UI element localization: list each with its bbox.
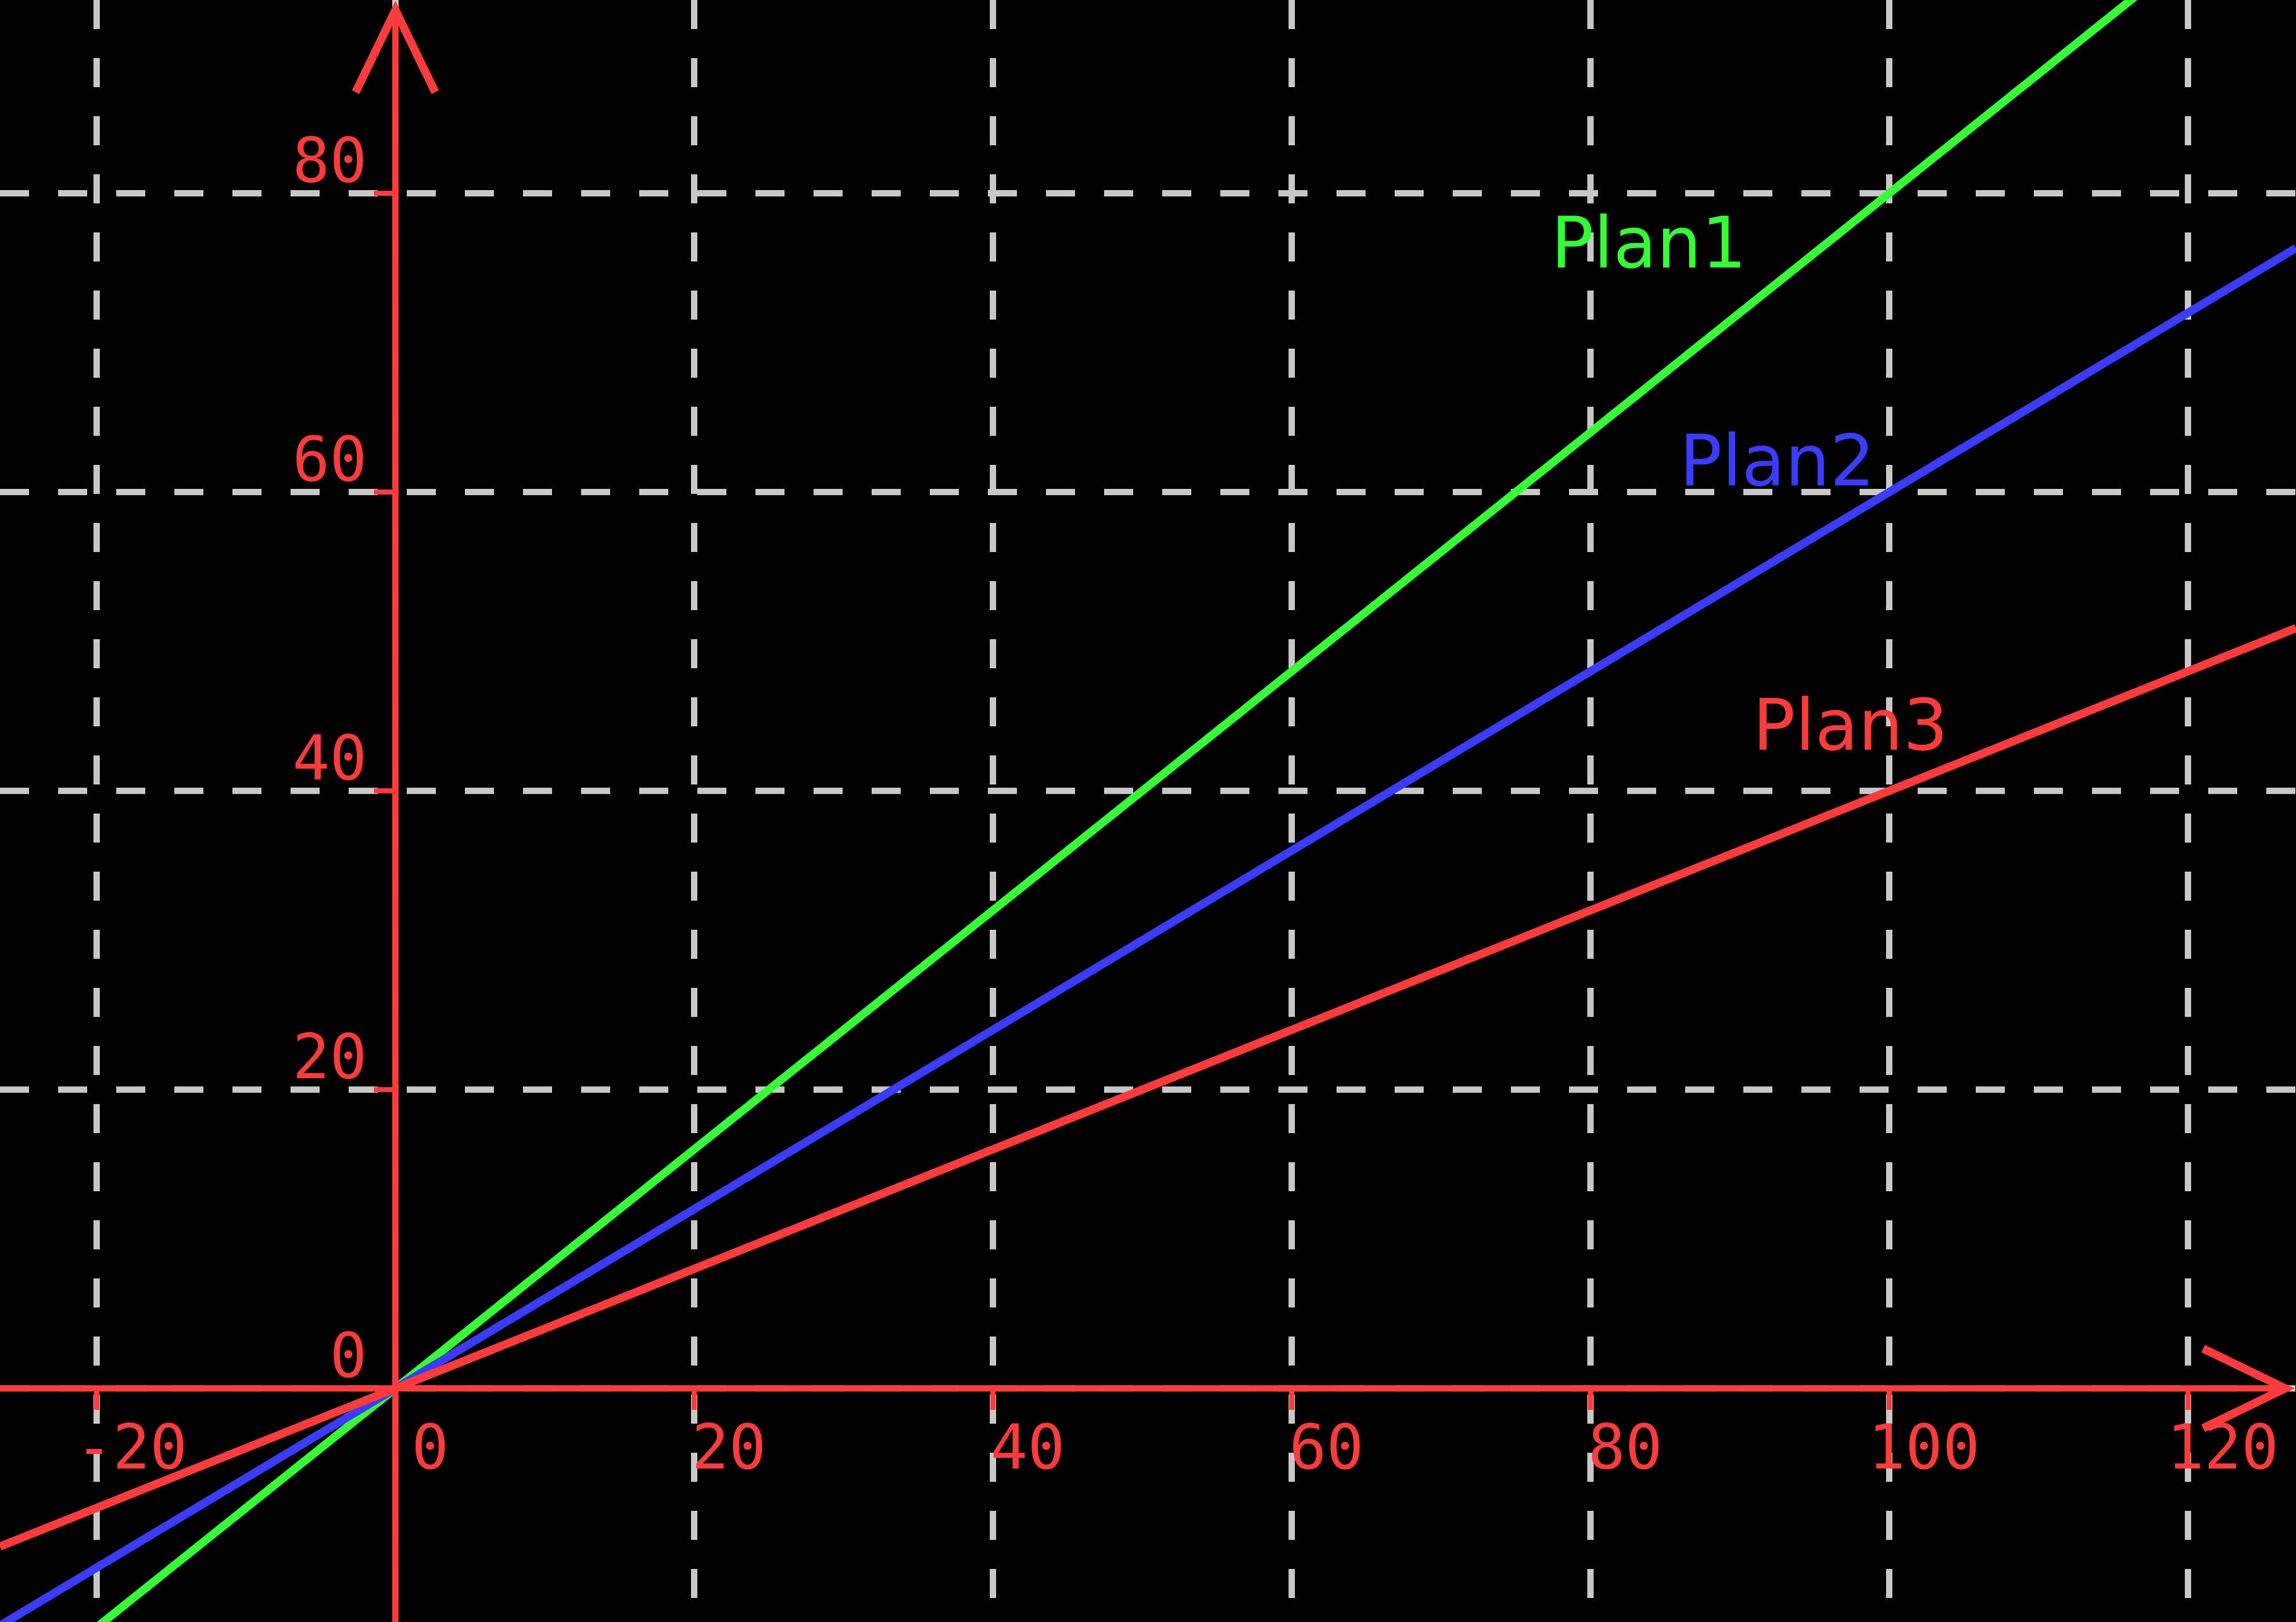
x-tick-label-100: 100 [1868,1412,1980,1484]
plan2-label: Plan2 [1680,421,1875,503]
x-tick-label-120: 120 [2167,1412,2279,1484]
x-tick-label--20: -20 [76,1412,188,1484]
x-tick-label-20: 20 [692,1412,766,1484]
plan3-label: Plan3 [1753,685,1949,767]
y-tick-label-80: 80 [292,125,367,197]
x-tick-label-80: 80 [1588,1412,1662,1484]
y-tick-label-60: 60 [292,424,367,496]
x-axis-arrow-icon [2201,1345,2295,1432]
x-tick-label-0: 0 [412,1412,449,1484]
plan1-label: Plan1 [1551,202,1746,284]
tick-labels: -20 0 20 40 60 80 100 120 0 20 40 60 80 [76,125,2279,1484]
y-tick-label-0: 0 [330,1320,367,1392]
x-tick-label-40: 40 [990,1412,1065,1484]
y-tick-label-40: 40 [292,723,367,795]
plan3-line [0,624,2296,1551]
x-tick-label-60: 60 [1289,1412,1364,1484]
y-axis-arrow-icon [352,1,439,94]
y-tick-label-20: 20 [292,1021,367,1093]
series-labels: Plan1 Plan2 Plan3 [1551,202,1948,767]
